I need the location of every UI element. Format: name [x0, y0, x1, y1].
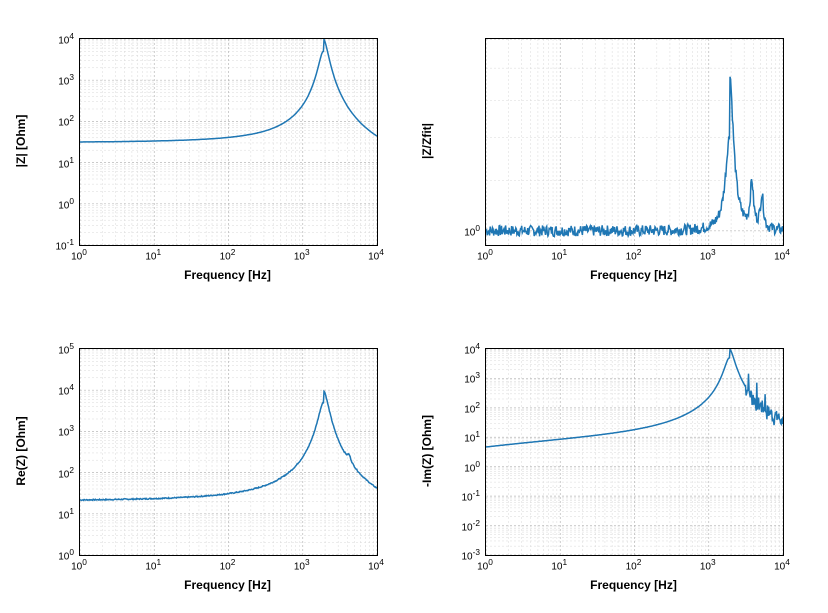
xtick-label: 101 [544, 557, 574, 572]
panel-p3: 100101102103104105100101102103104Re(Z) [… [79, 348, 376, 554]
xtick-label: 103 [693, 247, 723, 262]
xtick-label: 104 [361, 557, 391, 572]
panel-p1: 10-1100101102103104100101102103104|Z| [O… [79, 38, 376, 244]
ytick-label: 103 [24, 423, 74, 438]
xtick-label: 103 [287, 557, 317, 572]
ytick-label: 101 [24, 506, 74, 521]
panel-p4: 10-310-210-11001011021031041001011021031… [485, 348, 782, 554]
plot-svg [80, 39, 377, 245]
ytick-label: 104 [24, 31, 74, 46]
ytick-label: 10-2 [430, 518, 480, 533]
plot-area [79, 38, 378, 246]
ytick-label: 101 [24, 155, 74, 170]
ytick-label: 104 [430, 341, 480, 356]
xtick-label: 100 [470, 557, 500, 572]
xtick-label: 102 [213, 557, 243, 572]
xtick-label: 100 [64, 247, 94, 262]
xtick-label: 100 [470, 247, 500, 262]
xtick-label: 101 [138, 557, 168, 572]
ylabel: Re(Z) [Ohm] [14, 416, 28, 485]
xlabel: Frequency [Hz] [184, 578, 271, 592]
xtick-label: 103 [287, 247, 317, 262]
ytick-label: 100 [430, 459, 480, 474]
ytick-label: 102 [430, 400, 480, 415]
xtick-label: 103 [693, 557, 723, 572]
ytick-label: 102 [24, 465, 74, 480]
ylabel: |Z| [Ohm] [14, 115, 28, 168]
ytick-label: 104 [24, 382, 74, 397]
xtick-label: 101 [138, 247, 168, 262]
ytick-label: 100 [24, 196, 74, 211]
plot-area [485, 38, 784, 246]
xtick-label: 102 [619, 247, 649, 262]
xtick-label: 104 [767, 557, 797, 572]
xtick-label: 104 [361, 247, 391, 262]
ylabel: |Z/Zfit| [420, 123, 434, 159]
ytick-label: 103 [430, 370, 480, 385]
xtick-label: 102 [213, 247, 243, 262]
data-line [80, 40, 377, 142]
xtick-label: 100 [64, 557, 94, 572]
xtick-label: 102 [619, 557, 649, 572]
ytick-label: 10-1 [430, 488, 480, 503]
ytick-label: 102 [24, 113, 74, 128]
panel-p2: 100100101102103104|Z/Zfit|Frequency [Hz] [485, 38, 782, 244]
xlabel: Frequency [Hz] [184, 268, 271, 282]
plot-area [79, 348, 378, 556]
figure-2x2: 10-1 100 101 102 103 104 100 101 102 103 104 |Z| [O… [0, 0, 828, 613]
plot-svg [486, 39, 783, 245]
ytick-label: 103 [24, 72, 74, 87]
xtick-label: 101 [544, 247, 574, 262]
plot-svg [80, 349, 377, 555]
ytick-label: 100 [430, 223, 480, 238]
plot-svg [486, 349, 783, 555]
plot-area [485, 348, 784, 556]
xtick-label: 104 [767, 247, 797, 262]
xlabel: Frequency [Hz] [590, 268, 677, 282]
ylabel: -Im(Z) [Ohm] [420, 415, 434, 487]
ytick-label: 105 [24, 341, 74, 356]
ytick-label: 101 [430, 429, 480, 444]
xlabel: Frequency [Hz] [590, 578, 677, 592]
